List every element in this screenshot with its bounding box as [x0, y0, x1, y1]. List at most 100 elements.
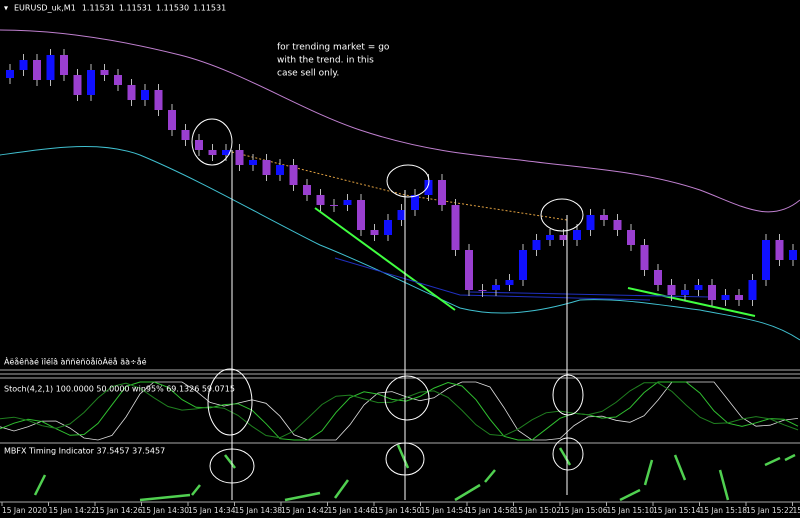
pane-label: MBFX Timing Indicator 37.5457 37.5457	[4, 447, 165, 456]
mbfx-segment	[224, 454, 236, 469]
header-arrow: ▾	[4, 4, 8, 13]
mbfx-segment	[484, 469, 496, 483]
header-price: 1.11531	[119, 4, 152, 13]
candle-body	[640, 245, 649, 270]
candle-body	[748, 280, 757, 300]
mbfx-segment	[619, 488, 641, 502]
candle-body	[613, 220, 622, 230]
highlight-circle	[207, 368, 253, 436]
time-label: 15 Jan 14:50	[374, 506, 422, 515]
mbfx-segment	[454, 483, 481, 502]
candle-body	[559, 235, 568, 240]
candle-body	[627, 230, 635, 245]
highlight-circle	[552, 374, 584, 416]
annotation-line: for trending market = go	[277, 43, 390, 53]
candle-body	[721, 295, 730, 300]
candle-body	[33, 60, 41, 80]
candle-body	[546, 235, 554, 240]
candle-body	[127, 85, 136, 100]
candle-body	[195, 140, 203, 150]
time-label: 15 Jan 15:22	[746, 506, 794, 515]
highlight-circle	[540, 198, 584, 232]
highlight-circle	[386, 164, 430, 198]
candle-body	[181, 130, 190, 140]
mbfx-segment	[558, 447, 572, 466]
candle-body	[87, 70, 95, 95]
mbfx-segment	[764, 456, 781, 467]
candle-body	[708, 285, 716, 300]
candle-body	[519, 250, 527, 280]
trend-line	[314, 207, 756, 317]
candle-body	[411, 195, 419, 210]
pane-label: Stoch(4,2,1) 100.0000 50.0000 win95% 69.…	[4, 385, 235, 394]
candle-body	[262, 160, 271, 175]
candle-body	[73, 75, 82, 95]
mbfx-segment	[139, 493, 191, 502]
candle-body	[316, 195, 325, 205]
candle-body	[735, 295, 743, 300]
candle-body	[114, 75, 122, 85]
annotation-line: case sell only.	[277, 69, 339, 79]
candle-body	[384, 220, 392, 235]
candle-body	[681, 290, 689, 295]
candle-body	[249, 160, 257, 165]
candle-body	[46, 55, 55, 80]
time-label: 15 Jan 14:42	[281, 506, 329, 515]
time-label: 15 Jan 2020	[2, 506, 47, 515]
candle-body	[303, 185, 311, 195]
mbfx-segment	[333, 479, 350, 499]
candle-body	[222, 150, 230, 155]
candle-body	[424, 180, 433, 195]
time-label: 15 Jan 15:06	[560, 506, 608, 515]
highlight-circle	[384, 375, 430, 421]
candle-body	[208, 150, 217, 155]
stoch-slow	[0, 382, 799, 439]
candle-body	[168, 110, 176, 130]
mbfx-segment	[673, 454, 687, 481]
time-label: 15 Jan 14:26	[95, 506, 143, 515]
header-price: 1.11531	[82, 4, 115, 13]
candle-body	[438, 180, 446, 205]
candle-body	[276, 165, 284, 175]
candle-body	[100, 70, 109, 75]
annotation-line: with the trend. in this	[277, 56, 374, 66]
header-price: 1.11530	[156, 4, 189, 13]
time-label: 15 Jan 15:18	[700, 506, 748, 515]
candle-body	[532, 240, 541, 250]
time-label: 15 Jan 14:38	[235, 506, 283, 515]
highlight-circle	[385, 442, 425, 476]
candle-body	[289, 165, 298, 185]
candle-body	[397, 210, 406, 220]
candle-body	[654, 270, 662, 285]
mbfx-segment	[396, 444, 410, 469]
candle-body	[573, 230, 581, 240]
indicators	[0, 381, 799, 502]
time-label: 15 Jan 14:34	[188, 506, 236, 515]
candle-body	[762, 240, 770, 280]
stoch-main	[0, 381, 799, 441]
candle-body	[19, 60, 28, 70]
candles	[6, 49, 797, 306]
symbol-header: EURUSD_uk,M1	[14, 4, 76, 13]
time-label: 15 Jan 15:02	[514, 506, 562, 515]
candle-body	[343, 200, 352, 205]
mbfx-segment	[33, 474, 47, 496]
mbfx-segment	[284, 491, 321, 502]
pane-label: Àëåêñàé ìîéîâ àññèñòåíòÀëå ãà÷åé	[4, 356, 147, 367]
time-label: 15 Jan 15:14	[653, 506, 701, 515]
candle-body	[694, 285, 703, 290]
mbfx-segment	[718, 469, 730, 501]
time-label: 15 Jan 14:30	[142, 506, 190, 515]
candle-body	[492, 285, 500, 290]
candle-body	[141, 90, 149, 100]
time-label: 15 Jan 14:46	[328, 506, 376, 515]
candle-body	[330, 205, 338, 206]
candle-body	[478, 290, 487, 291]
mbfx-segment	[643, 459, 654, 486]
time-label: 15 Jan 15:10	[607, 506, 655, 515]
candle-body	[465, 250, 473, 290]
candle-body	[60, 55, 68, 75]
candle-body	[586, 215, 595, 230]
